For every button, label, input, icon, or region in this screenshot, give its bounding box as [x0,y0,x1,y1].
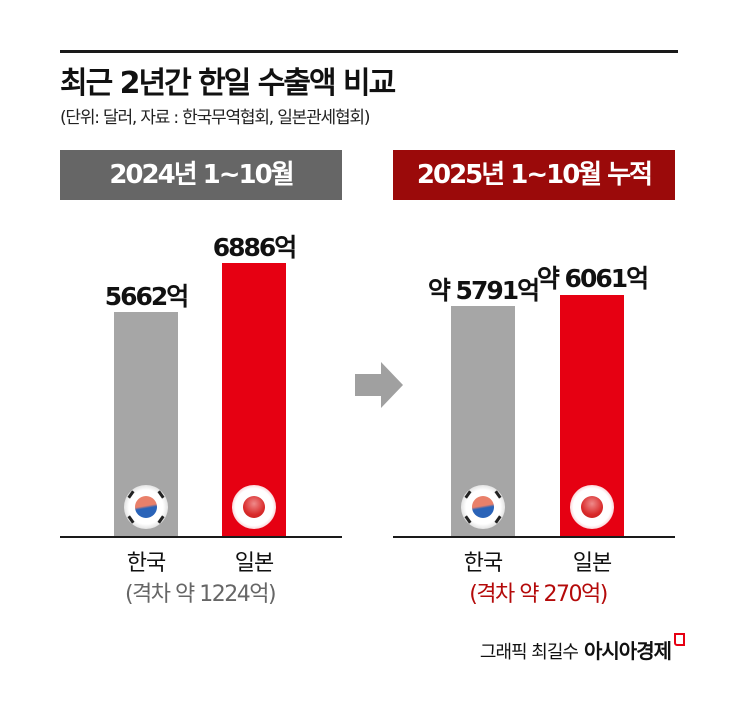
top-rule [60,50,678,53]
brand-logo: 아시아경제 [584,639,672,663]
period-label-2024: 2024년 1~10월 [60,150,342,200]
chart-subtitle: (단위: 달러, 자료 : 한국무역협회, 일본관세협회) [60,108,370,128]
right-arrow-icon [355,362,403,412]
category-korea-2024: 한국 [126,551,166,576]
value-label-korea-2024: 5662억 [104,282,190,311]
period-label-2025: 2025년 1~10월 누적 [393,150,675,200]
value-label-japan-2025: 약 6061억 [536,264,649,293]
category-korea-2025: 한국 [463,551,503,576]
chart-title: 최근 2년간 한일 수출액 비교 [60,66,396,101]
japan-flag-icon [232,485,276,529]
category-japan-2025: 일본 [572,551,612,576]
value-label-japan-2024: 6886억 [212,233,298,262]
korea-flag-icon [124,485,168,529]
japan-flag-icon [570,485,614,529]
gap-annotation-2025: (격차 약 270억) [469,582,608,607]
graphic-author: 그래픽 최길수 [479,642,579,663]
value-label-korea-2025: 약 5791억 [427,276,540,305]
brand-mark-icon [674,633,685,646]
category-japan-2024: 일본 [234,551,274,576]
gap-annotation-2024: (격차 약 1224억) [124,582,277,607]
credit-line: 그래픽 최길수 아시아경제 [480,633,685,664]
baseline-2025 [393,536,675,538]
korea-flag-icon [461,485,505,529]
baseline-2024 [60,536,342,538]
